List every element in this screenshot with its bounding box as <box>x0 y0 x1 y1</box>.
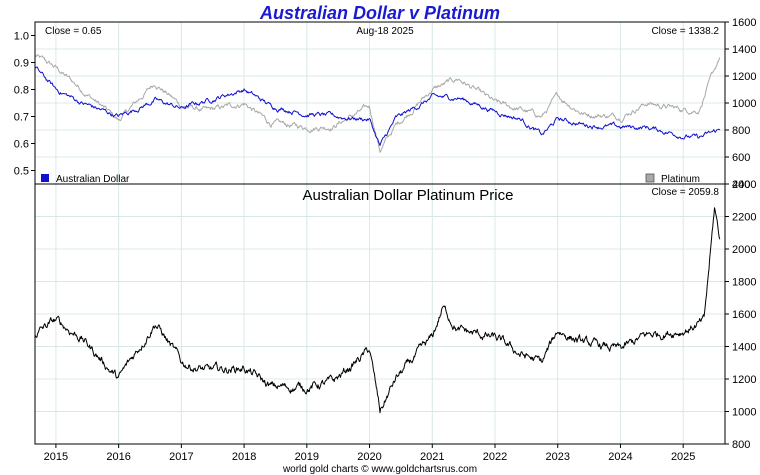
date-label: Aug-18 2025 <box>356 26 414 37</box>
bottom-chart-title: Australian Dollar Platinum Price <box>303 187 514 204</box>
y-left-tick-label: 0.8 <box>14 85 29 97</box>
x-tick-label: 2021 <box>420 451 444 463</box>
x-tick-label: 2017 <box>169 451 193 463</box>
y-right-tick-label: 1000 <box>732 98 756 110</box>
legend-platinum-swatch <box>645 173 655 183</box>
x-tick-label: 2020 <box>357 451 381 463</box>
ticks-layer: 2015 2016 2017 2018 2019 2020 2021 2022 2023 2024… <box>14 17 757 463</box>
x-tick-label: 2023 <box>545 451 569 463</box>
y-left-tick-label: 1.0 <box>14 31 29 43</box>
series-layer <box>34 54 721 414</box>
aud-line <box>34 66 721 146</box>
legend-aud-label: Australian Dollar <box>56 174 130 185</box>
y-left-tick-label: 0.9 <box>14 58 29 70</box>
y-bottom-tick-label: 1800 <box>732 277 756 289</box>
y-right-tick-label: 1200 <box>732 71 756 83</box>
x-tick-label: 2016 <box>106 451 130 463</box>
x-tick-label: 2015 <box>44 451 68 463</box>
x-tick-label: 2018 <box>232 451 256 463</box>
y-right-tick-label: 1400 <box>732 44 756 56</box>
y-right-tick-label: 1600 <box>732 17 756 29</box>
aud-platinum-price-line <box>34 207 721 414</box>
footer-credit: world gold charts © www.goldchartsrus.co… <box>282 464 477 475</box>
x-tick-label: 2019 <box>295 451 319 463</box>
y-bottom-tick-label: 2200 <box>732 212 756 224</box>
chart-title: Australian Dollar v Platinum <box>259 3 500 23</box>
y-bottom-tick-label: 1200 <box>732 374 756 386</box>
y-bottom-tick-label: 1600 <box>732 309 756 321</box>
close-aud-platinum-label: Close = 2059.8 <box>651 187 719 198</box>
legend-platinum-label: Platinum <box>661 174 700 185</box>
y-left-tick-label: 0.7 <box>14 112 29 124</box>
y-bottom-tick-label: 800 <box>732 439 750 451</box>
y-right-tick-label: 400 <box>732 179 750 191</box>
y-bottom-tick-label: 2400 <box>732 179 756 191</box>
x-tick-label: 2025 <box>671 451 695 463</box>
y-left-tick-label: 0.5 <box>14 166 29 178</box>
y-left-tick-label: 0.6 <box>14 139 29 151</box>
y-bottom-tick-label: 1000 <box>732 407 756 419</box>
close-aud-label: Close = 0.65 <box>45 26 102 37</box>
y-right-tick-label: 800 <box>732 125 750 137</box>
close-platinum-label: Close = 1338.2 <box>651 26 719 37</box>
x-tick-label: 2024 <box>608 451 632 463</box>
y-bottom-tick-label: 2000 <box>732 244 756 256</box>
x-tick-label: 2022 <box>483 451 507 463</box>
legend-aud-swatch <box>41 174 49 182</box>
y-bottom-tick-label: 1400 <box>732 342 756 354</box>
y-right-tick-label: 600 <box>732 152 750 164</box>
